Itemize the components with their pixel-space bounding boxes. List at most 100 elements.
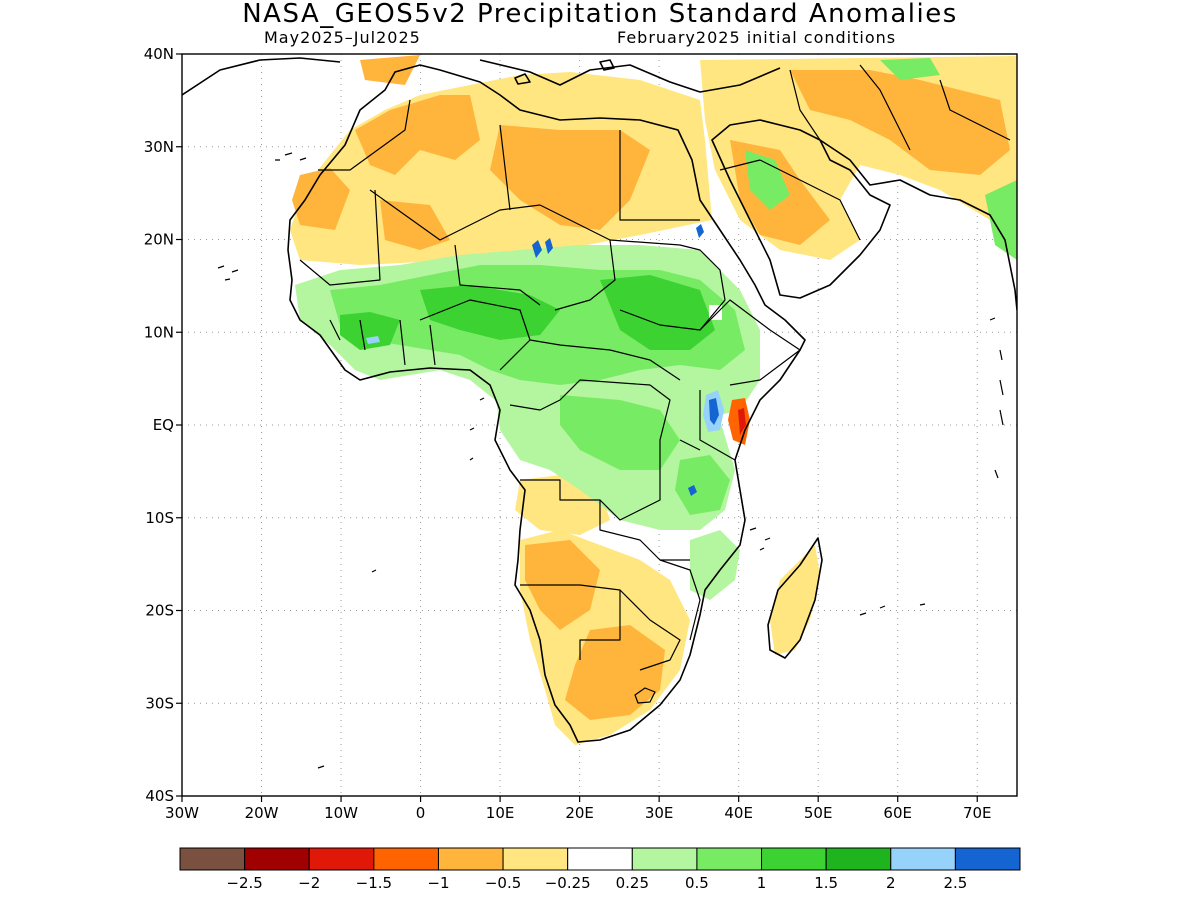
forecast-period: May2025–Jul2025 [264,28,421,47]
y-tick-label: 30N [144,138,174,156]
colorbar-swatch [954,847,1021,871]
anomaly-region-north-africa-dry-2 [355,95,480,175]
border-lesotho [634,687,656,704]
colorbar-swatch [761,847,827,871]
border-libya [499,124,700,221]
colorbar-label: 0.5 [685,874,709,892]
x-tick-label: 30E [645,804,674,822]
mediterranean-north-coastline [182,57,781,96]
arabia-coastline [711,119,891,299]
anomaly-spot-west-africa-wet [366,336,380,344]
map-plot-area [182,54,1017,796]
x-tick-label: 30W [165,804,199,822]
mascarene [859,603,926,616]
anomaly-region-sudan-wet [600,275,715,350]
border-ethiopia [699,299,801,386]
y-axis: 40N 30N 20N 10N EQ 10S 20S 30S 40S [144,45,182,805]
persian-gulf-coastline [819,139,1017,311]
y-tick-label: 20S [145,602,174,620]
x-tick-label: 20E [565,804,594,822]
colorbar-label: −0.25 [545,874,591,892]
border-algeria-morocco [318,99,411,171]
border-mozambique [659,559,701,641]
anomaly-region-mozambique-wet [690,530,740,600]
y-tick-label: 30S [145,694,174,712]
anomaly-spot-chad-wet [532,240,542,258]
border-chad [539,204,616,311]
colorbar-label: −1 [427,874,449,892]
y-tick-label: 10S [145,509,174,527]
anomaly-region-madagascar-dry [770,545,820,655]
gulf-of-guinea-islands [469,397,485,461]
x-axis: 30W 20W 10W 0 10E 20E 30E 40E 50E 60E 70E [165,796,992,822]
y-tick-label: 40N [144,45,174,63]
africa-coastline [287,64,806,743]
border-pakistan-afghanistan [939,79,1011,141]
anomaly-region-middle-east-wet [745,150,790,210]
small-islands [217,152,1004,769]
country-borders [299,64,1011,704]
anomaly-region-mali-dry [380,200,450,250]
colorbar-swatch [308,847,375,871]
colorbar-label: 2 [886,874,896,892]
border-angola-zambia [520,479,690,561]
colorbar-label: 1 [757,874,767,892]
anomaly-region-south-africa-dry [565,625,665,720]
anomaly-shading [290,55,1017,745]
anomaly-region-iran-dry [790,70,1010,175]
anomaly-spot-tanzania-wet [688,485,697,496]
colorbar-swatch [437,847,504,871]
x-tick-label: 10W [324,804,358,822]
y-tick-label: 20N [144,231,174,249]
coastlines [182,57,1017,743]
border-sudan [609,239,726,331]
border-namibia-botswana [520,584,621,660]
madagascar-coastline [767,537,823,659]
colorbar-swatch [825,847,892,871]
anomaly-spot-chad-wet-2 [545,238,553,254]
cape-verde [217,265,239,281]
x-tick-label: 70E [963,804,992,822]
canary-islands [275,152,307,161]
colorbar-swatch [696,847,763,871]
mid-atlantic-islands [317,569,377,769]
border-south-africa [619,589,681,671]
colorbar-swatch [244,847,310,871]
x-tick-label: 50E [804,804,833,822]
initial-conditions: February2025 initial conditions [617,28,897,47]
anomaly-spot-egypt-wet [696,224,704,238]
anomaly-region-east-africa-wet [675,455,730,515]
colorbar-label: −2.5 [226,874,262,892]
border-mali [299,189,381,286]
x-tick-label: 20W [245,804,279,822]
border-iran-iraq [789,64,911,151]
colorbar-swatch [631,847,698,871]
x-tick-label: 0 [416,804,426,822]
colorbar-label: −1.5 [356,874,392,892]
comoros [749,527,771,551]
seychelles-maldives [989,317,1004,479]
border-west-africa-small [329,319,436,366]
anomaly-spot-ethiopia-neutral [709,305,722,320]
border-cameroon-car [529,339,681,381]
border-drc [509,379,671,521]
colorbar-swatch [890,847,956,871]
anomaly-region-western-sahara-dry [292,168,350,230]
colorbar-label: −0.5 [485,874,521,892]
y-tick-label: 40S [145,787,174,805]
colorbar-label: 2.5 [943,874,967,892]
anomaly-region-west-africa-wet [340,312,400,350]
anomaly-region-mediterranean-dry [360,55,420,85]
colorbar-labels: −2.5 −2 −1.5 −1 −0.5 −0.25 0.25 0.5 1 1.5 2 2.5 [226,874,967,892]
colorbar-swatch [373,847,439,871]
border-algeria-mali [369,189,541,241]
anomaly-region-congo-wet-2 [560,395,680,470]
anomaly-region-india-wet [985,180,1017,260]
y-tick-label: 10N [144,323,174,341]
anomaly-spot-lake-victoria-wet-core [709,398,719,425]
colorbar-swatch [567,847,633,871]
border-nigeria [419,299,531,371]
colorbar-swatch [179,847,246,871]
colorbar-label: 0.25 [616,874,649,892]
